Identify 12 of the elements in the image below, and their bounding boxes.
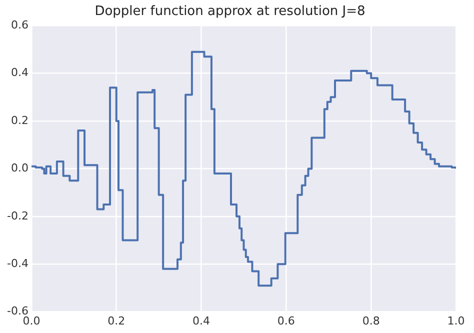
y-tick-label: 0.6 [10, 18, 28, 32]
x-tick-label: 0.2 [108, 314, 126, 328]
x-tick-label: 0.8 [362, 314, 380, 328]
y-tick-label: 0.2 [10, 114, 28, 127]
y-tick-label: -0.4 [6, 256, 28, 270]
y-tick-label: 0.4 [10, 66, 28, 80]
x-tick-label: 1.0 [447, 314, 465, 328]
y-tick-label: -0.2 [6, 209, 28, 222]
x-tick-label: 0.6 [277, 314, 295, 328]
chart-title: Doppler function approx at resolution J=8 [94, 4, 366, 20]
x-tick-label: 0.4 [192, 314, 210, 328]
y-tick-label: 0.0 [10, 162, 28, 175]
